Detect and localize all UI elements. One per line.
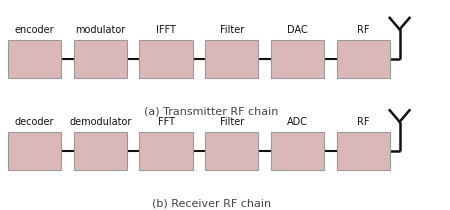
FancyBboxPatch shape <box>74 40 127 78</box>
FancyBboxPatch shape <box>140 132 193 170</box>
Text: RF: RF <box>357 25 369 35</box>
Text: Filter: Filter <box>220 117 244 127</box>
Text: ADC: ADC <box>287 117 308 127</box>
Text: DAC: DAC <box>287 25 308 35</box>
Text: RF: RF <box>357 117 369 127</box>
Text: demodulator: demodulator <box>69 117 131 127</box>
Text: encoder: encoder <box>15 25 54 35</box>
FancyBboxPatch shape <box>205 40 258 78</box>
Text: decoder: decoder <box>15 117 54 127</box>
Text: (b) Receiver RF chain: (b) Receiver RF chain <box>152 198 271 209</box>
Text: FFT: FFT <box>158 117 175 127</box>
FancyBboxPatch shape <box>8 132 61 170</box>
FancyBboxPatch shape <box>205 132 258 170</box>
Text: modulator: modulator <box>75 25 126 35</box>
Text: IFFT: IFFT <box>156 25 176 35</box>
FancyBboxPatch shape <box>337 40 390 78</box>
FancyBboxPatch shape <box>271 40 324 78</box>
FancyBboxPatch shape <box>337 132 390 170</box>
FancyBboxPatch shape <box>8 40 61 78</box>
Text: (a) Transmitter RF chain: (a) Transmitter RF chain <box>144 106 279 116</box>
Text: Filter: Filter <box>220 25 244 35</box>
FancyBboxPatch shape <box>140 40 193 78</box>
FancyBboxPatch shape <box>74 132 127 170</box>
FancyBboxPatch shape <box>271 132 324 170</box>
